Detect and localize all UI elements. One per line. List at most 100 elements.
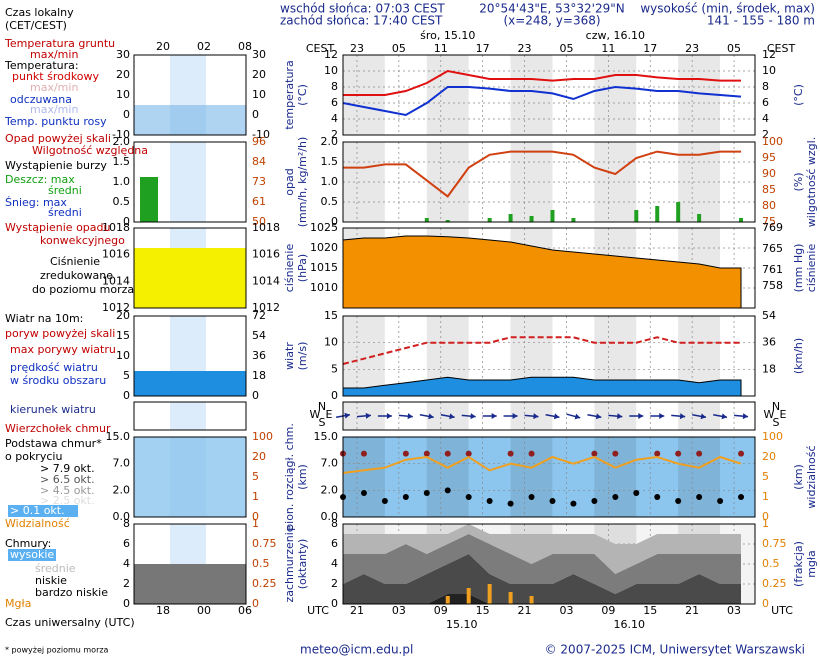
cloud-dot — [654, 450, 661, 457]
legend-text: Wiatr na 10m: — [5, 312, 83, 325]
legend-time: 02 — [197, 40, 211, 53]
legend-text: Temp. punktu rosy — [4, 115, 107, 128]
legend-text: kierunek wiatru — [10, 403, 96, 416]
y-axis-label: (km) — [296, 464, 309, 490]
legend-text: Wystąpienie burzy — [5, 159, 107, 172]
y2-axis-label: (mm Hg) — [792, 244, 805, 293]
wind-arrow — [650, 413, 665, 419]
cloud-dot — [738, 494, 745, 500]
legend-text: Opad powyżej skali — [5, 132, 111, 145]
compass-e: E — [780, 408, 787, 421]
series-line — [342, 455, 742, 474]
y-tick-label: 15 — [324, 309, 338, 322]
legend-tick: 2.0 — [113, 135, 131, 148]
cloud-dot — [381, 498, 388, 504]
legend-time: 18 — [156, 604, 170, 617]
y2-tick-label: 765 — [762, 242, 783, 255]
y-tick-label: 6 — [331, 537, 338, 550]
wind-arrow — [692, 413, 707, 420]
legend-tick: 0.5 — [252, 557, 270, 570]
y-tick-label: 0 — [331, 597, 338, 610]
y-axis-label: (mm/h, kg/m²/h) — [296, 137, 309, 228]
wind-arrow — [608, 413, 623, 420]
legend-tick: 15.0 — [106, 430, 131, 443]
wind-arrow — [419, 413, 434, 420]
y2-tick-label: 6 — [762, 96, 769, 109]
legend-tick: 5 — [252, 470, 259, 483]
legend-text: > 7.9 okt. — [40, 462, 95, 475]
legend-tick: 1016 — [252, 248, 280, 261]
email[interactable]: meteo@icm.edu.pl — [300, 643, 413, 657]
series-area — [342, 376, 742, 397]
arrow-head — [491, 413, 497, 419]
y2-tick-label: 100 — [762, 135, 783, 148]
grid-point: (x=248, y=368) — [503, 14, 600, 28]
arrow-head — [574, 413, 581, 420]
legend-text: Wierzchołek chmur — [5, 422, 111, 435]
panel-frame — [342, 401, 756, 431]
wind-arrow — [461, 413, 476, 420]
cloud-layer — [343, 534, 741, 594]
y2-tick-label: 761 — [762, 263, 783, 276]
compass-s: S — [319, 416, 326, 429]
night-band — [510, 142, 553, 222]
cloud-dot — [591, 450, 598, 457]
legend-tick: 4 — [123, 557, 130, 570]
cloud-dot — [528, 494, 535, 500]
cloud-dot — [612, 450, 619, 457]
arrow-head — [533, 413, 539, 420]
legend-tick: 18 — [252, 369, 266, 382]
y2-tick-label: 2 — [762, 128, 769, 141]
legend-text: (CET/CEST) — [5, 19, 67, 32]
cloud-dot — [696, 450, 703, 457]
y-tick-label: 6 — [331, 96, 338, 109]
arrow-head — [679, 413, 686, 420]
series-line — [342, 336, 741, 365]
y2-tick-label: 18 — [762, 362, 776, 375]
legend-tick: 8 — [123, 517, 130, 530]
bar — [655, 206, 660, 222]
cloud-dot — [465, 450, 472, 457]
y-axis-label: (oktanty) — [296, 539, 309, 590]
legend-tick: 0 — [123, 215, 130, 228]
y2-tick-label: 0.25 — [762, 577, 787, 590]
y-tick-label: 7.0 — [321, 457, 339, 470]
legend-time: 00 — [197, 604, 211, 617]
x-tick-label: 15 — [643, 604, 657, 617]
legend-text: max/min — [30, 48, 78, 61]
cloud-dot — [528, 450, 535, 457]
cloud-dot — [633, 490, 640, 496]
y2-axis-label: (km) — [792, 464, 805, 490]
y-tick-label: 10 — [324, 64, 338, 77]
legend-text: Śnieg: max — [5, 196, 67, 209]
legend-tick: 0 — [252, 108, 259, 121]
legend-tick: 0 — [123, 108, 130, 121]
wind-arrow — [503, 413, 518, 419]
legend-tick: 0.25 — [252, 577, 277, 590]
legend-text: w środku obszaru — [10, 374, 106, 387]
y-tick-label: 1.5 — [321, 155, 339, 168]
legend-time: 06 — [238, 604, 252, 617]
x-tick-label: 15 — [476, 604, 490, 617]
bar — [529, 596, 534, 604]
legend-text: max porywy wiatru — [10, 343, 116, 356]
legend-text: bardzo niskie — [35, 586, 108, 599]
legend-text: Temperatura gruntu — [4, 37, 115, 50]
day-label: śro, 15.10 — [420, 29, 475, 42]
cloud-dot — [444, 487, 451, 494]
legend-tick: 15 — [116, 329, 130, 342]
bar — [571, 218, 576, 222]
legend-text: niskie — [35, 574, 67, 587]
y-tick-label: 2.0 — [321, 483, 339, 496]
y-axis-label: (m/s) — [296, 342, 309, 371]
footnote: * powyżej poziomu morza — [5, 646, 109, 655]
legend-tick: 1014 — [252, 274, 280, 287]
arrow-head — [407, 413, 413, 420]
bar — [529, 216, 534, 222]
x-tick-label: 09 — [601, 604, 615, 617]
legend-text: punkt środkowy — [12, 70, 100, 83]
y-tick-label: 8 — [331, 80, 338, 93]
legend-tick: 1012 — [102, 301, 130, 314]
bar — [466, 588, 471, 604]
legend-tick: 10 — [116, 88, 130, 101]
